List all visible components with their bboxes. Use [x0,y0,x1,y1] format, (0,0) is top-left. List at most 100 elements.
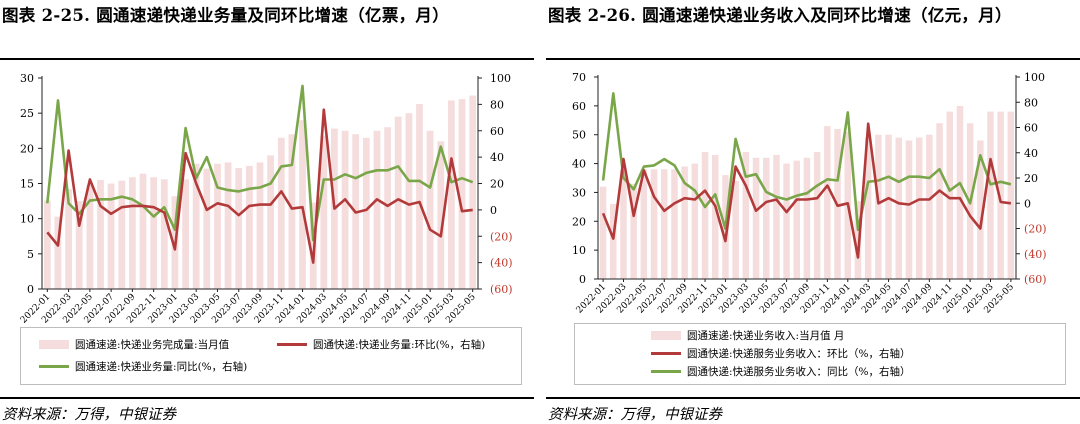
left-tick-label: 60 [572,100,586,113]
bar-2023-11 [824,126,831,279]
bar-2023-02 [182,179,189,289]
bar-2024-05 [885,134,892,279]
bar-2025-02 [977,140,984,279]
bar-2022-01 [43,200,51,289]
legend-label-mom: 圆通快递:快递服务业务收入：环比（%，右轴） [687,348,911,360]
bar-2024-08 [915,137,923,279]
chart-title-left: 图表 2-25. 圆通速递快递业务量及同环比增速（亿票，月） [2,6,450,25]
right-tick-label: 0 [490,204,497,217]
chart-title-right: 图表 2-26. 圆通速递快递业务收入及同环比增速（亿元，月） [548,6,1012,25]
right-tick-label: 60 [490,125,504,138]
bar-2023-07 [783,163,790,279]
bar-2024-06 [895,137,902,279]
bar-2022-10 [691,163,699,279]
bar-2024-01 [299,120,306,289]
left-tick-label: 30 [20,72,34,85]
bar-2023-08 [793,160,800,279]
source-left: 资料来源：万得，中银证券 [2,407,176,423]
bottom-rule-left [0,397,534,399]
right-tick-label: 100 [1024,71,1045,84]
bar-2023-11 [277,137,285,289]
left-tick-label: 10 [572,244,586,257]
bar-2023-09 [256,162,264,289]
left-tick-label: 20 [20,142,34,155]
bar-2025-05 [1007,111,1015,279]
top-rule-right [546,58,1080,60]
right-tick-label: 40 [1024,147,1038,160]
bar-2023-03 [742,152,750,279]
left-tick-label: 20 [572,215,586,228]
legend-swatch-mom [651,352,681,355]
bar-2023-07 [235,168,243,289]
bar-2024-08 [373,130,381,290]
bar-2022-09 [681,166,688,279]
bar-2024-12 [956,105,964,280]
bar-2022-04 [630,183,637,279]
left-tick-label: 30 [572,186,586,199]
right-tick-label: (60) [490,283,513,296]
legend-swatch-bar [651,331,681,340]
bar-2025-02 [437,141,445,289]
right-tick-label: (40) [1024,248,1047,261]
series-line-yoy [601,92,1012,232]
legend-swatch-yoy [39,365,69,368]
legend-label-bar: 圆通速递:快递业务完成量:当月值 [75,339,230,351]
bar-2022-04 [75,201,83,289]
legend-right: 圆通速递:快递业务收入:当月值 月 圆通快递:快递服务业务收入：环比（%，右轴）… [574,323,1066,385]
legend-label-yoy: 圆通速递:快递业务量:同比(%，右轴) [75,361,248,373]
bar-2024-11 [405,113,413,289]
bar-2023-04 [203,168,211,289]
bar-2022-12 [160,179,168,289]
bar-2025-05 [469,95,477,289]
legend-label-mom: 圆通快递:快递业务量:环比(%，右轴) [313,339,486,351]
right-tick-label: (40) [490,257,513,270]
right-tick-label: 40 [490,151,504,164]
left-tick-label: 50 [572,129,586,142]
legend-label-bar: 圆通速递:快递业务收入:当月值 月 [687,330,845,342]
bar-2025-01 [426,130,434,290]
bar-2023-06 [224,162,232,289]
legend-item-bar: 圆通速递:快递业务完成量:当月值 [39,337,229,352]
bar-2022-03 [65,189,72,289]
bar-2022-08 [671,169,678,279]
bar-2022-02 [610,204,617,279]
left-tick-label: 40 [572,158,586,171]
bar-2024-02 [854,201,862,279]
bar-2025-04 [997,111,1004,279]
bar-2022-03 [620,169,627,279]
legend-item-yoy: 圆通快递:快递服务业务收入：同比（%，右轴） [651,364,911,379]
bar-2022-05 [86,184,94,289]
bar-2023-02 [732,180,739,279]
bar-2023-03 [192,163,200,289]
bar-2024-03 [864,137,872,279]
right-tick-label: 60 [1024,122,1038,135]
series-line-mom [601,122,1012,259]
chart-svg-right: 010203040506070(60)(40)(20)0204060801002… [572,71,1047,316]
bar-2022-10 [139,173,147,289]
legend-item-mom: 圆通快递:快递业务量:环比(%，右轴) [277,337,485,352]
series-line-mom [46,108,473,264]
right-tick-label: (60) [1024,273,1047,286]
bar-2022-08 [118,180,126,289]
bar-2024-09 [926,134,933,279]
legend-item-bar: 圆通速递:快递业务收入:当月值 月 [651,328,844,343]
left-tick-label: 0 [579,273,586,286]
bar-2022-07 [107,183,115,289]
legend-swatch-yoy [651,370,681,373]
chart-svg-left: 051015202530(60)(40)(20)0204060801002022… [19,72,513,326]
left-tick-label: 5 [27,248,34,261]
series-line-yoy [46,84,474,242]
bar-2023-09 [803,157,811,279]
legend-swatch-bar [39,340,69,349]
bar-2023-10 [267,155,274,289]
bar-2024-11 [946,111,953,279]
left-tick-label: 70 [572,71,586,84]
chart-panel-left: 图表 2-25. 圆通速递快递业务量及同环比增速（亿票，月） 0 5 10 15 20 2… [0,0,534,423]
bar-2025-03 [448,100,455,289]
bar-2023-10 [813,152,821,279]
bar-2023-05 [763,157,770,279]
bar-2022-07 [661,169,668,279]
legend-item-mom: 圆通快递:快递服务业务收入：环比（%，右轴） [651,346,911,361]
bar-2024-03 [320,135,328,289]
bar-2022-06 [650,169,658,279]
